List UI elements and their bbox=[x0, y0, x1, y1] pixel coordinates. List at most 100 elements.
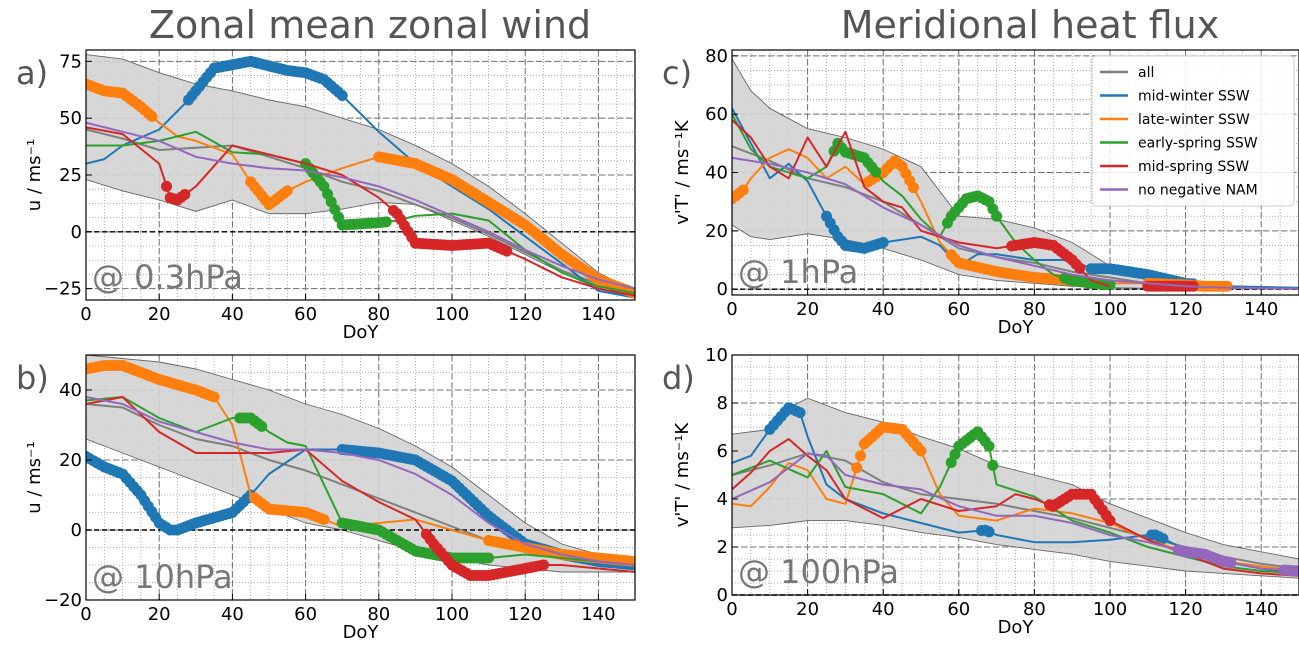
pressure-level-annotation: @ 100hPa bbox=[738, 553, 899, 591]
x-tick-label: 20 bbox=[148, 604, 171, 625]
pressure-level-annotation: @ 1hPa bbox=[738, 253, 858, 291]
y-axis-label: u / ms⁻¹ bbox=[24, 139, 45, 212]
series-marker-mid-spring-ssw bbox=[1104, 515, 1116, 527]
x-tick-label: 120 bbox=[508, 304, 542, 325]
x-tick-label: 80 bbox=[367, 604, 390, 625]
series-marker-mid-spring-ssw bbox=[1074, 262, 1086, 274]
left-column-title: Zonal mean zonal wind bbox=[149, 3, 591, 47]
y-tick-label: 20 bbox=[59, 450, 82, 471]
x-tick-label: 140 bbox=[581, 604, 615, 625]
panel-letter: d) bbox=[662, 359, 695, 397]
x-tick-label: 120 bbox=[508, 604, 542, 625]
x-tick-label: 20 bbox=[148, 304, 171, 325]
y-tick-label: 8 bbox=[717, 393, 728, 414]
x-tick-label: 20 bbox=[796, 299, 819, 320]
legend-label-all: all bbox=[1138, 65, 1154, 81]
x-tick-label: 120 bbox=[1168, 599, 1202, 620]
x-tick-label: 140 bbox=[1244, 299, 1278, 320]
x-tick-label: 140 bbox=[1244, 599, 1278, 620]
series-marker-early-spring-ssw bbox=[870, 166, 882, 178]
pressure-level-annotation: @ 10hPa bbox=[92, 558, 233, 596]
x-tick-label: 120 bbox=[1168, 299, 1202, 320]
panel-d-heat-flux-100hPa: 0 20 40 60 80 100 120 140 0 2 4 6 8 10 DoY v'T' / ms⁻¹K… bbox=[662, 345, 1299, 638]
x-axis-label: DoY bbox=[998, 317, 1035, 338]
y-tick-label: 0 bbox=[71, 222, 82, 243]
legend-label-late-winter-ssw: late-winter SSW bbox=[1138, 112, 1250, 128]
series-marker-late-winter-ssw bbox=[208, 391, 220, 403]
y-tick-label: 75 bbox=[59, 51, 82, 72]
x-tick-label: 60 bbox=[294, 304, 317, 325]
legend-label-no-negative-nam: no negative NAM bbox=[1138, 183, 1258, 199]
y-tick-label: −20 bbox=[44, 590, 82, 611]
series-marker-mid-spring-ssw bbox=[538, 559, 549, 571]
series-marker-early-spring-ssw bbox=[1104, 279, 1116, 291]
x-tick-label: 40 bbox=[872, 599, 895, 620]
y-tick-label: 60 bbox=[705, 104, 728, 125]
y-tick-label: 20 bbox=[705, 221, 728, 242]
series-marker-mid-winter-ssw bbox=[983, 526, 995, 538]
panel-letter: c) bbox=[662, 54, 692, 92]
series-marker-early-spring-ssw bbox=[483, 552, 495, 564]
x-tick-label: 80 bbox=[1023, 599, 1046, 620]
x-tick-label: 80 bbox=[367, 304, 390, 325]
series-marker-mid-winter-ssw bbox=[1157, 533, 1169, 545]
series-line-no-negative-nam bbox=[86, 121, 635, 290]
series-marker-late-winter-ssw bbox=[737, 184, 749, 196]
y-tick-label: 2 bbox=[717, 537, 728, 558]
right-column-title: Meridional heat flux bbox=[841, 3, 1220, 47]
panel-letter: a) bbox=[16, 54, 48, 92]
x-tick-label: 20 bbox=[796, 599, 819, 620]
x-axis-label: DoY bbox=[343, 622, 380, 643]
series-marker-mid-spring-ssw bbox=[501, 245, 513, 257]
series-marker-early-spring-ssw bbox=[949, 448, 961, 460]
x-tick-label: 40 bbox=[872, 299, 895, 320]
series-marker-late-winter-ssw bbox=[915, 445, 927, 457]
envelope-band bbox=[732, 397, 1299, 579]
x-tick-label: 60 bbox=[947, 599, 970, 620]
series-marker-early-spring-ssw bbox=[256, 420, 268, 432]
series-marker-late-winter-ssw bbox=[281, 185, 293, 197]
series-marker-late-winter-ssw bbox=[907, 182, 919, 194]
axes-frame bbox=[731, 354, 1299, 596]
legend-frame bbox=[1091, 55, 1295, 207]
series-line-late-winter-ssw bbox=[732, 426, 1299, 572]
y-axis-label: u / ms⁻¹ bbox=[24, 441, 45, 514]
series-marker-late-winter-ssw bbox=[851, 462, 863, 474]
legend-label-early-spring-ssw: early-spring SSW bbox=[1138, 136, 1258, 152]
series-marker-early-spring-ssw bbox=[380, 216, 392, 228]
series-marker-mid-spring-ssw bbox=[161, 180, 173, 192]
series-marker-mid-winter-ssw bbox=[877, 237, 889, 248]
x-axis-label: DoY bbox=[343, 322, 380, 343]
legend-label-mid-winter-ssw: mid-winter SSW bbox=[1138, 89, 1250, 105]
series-marker-late-winter-ssw bbox=[146, 110, 158, 122]
x-tick-label: 140 bbox=[581, 304, 615, 325]
series-marker-late-winter-ssw bbox=[1221, 280, 1233, 292]
x-tick-label: 0 bbox=[726, 599, 737, 620]
y-tick-label: 25 bbox=[59, 165, 82, 186]
legend: all mid-winter SSW late-winter SSW early-sp… bbox=[1091, 55, 1295, 207]
series-marker-early-spring-ssw bbox=[987, 459, 999, 471]
series-marker-late-winter-ssw bbox=[318, 514, 330, 525]
x-axis-label: DoY bbox=[998, 617, 1035, 638]
x-tick-label: 100 bbox=[1093, 599, 1127, 620]
series-line-no-negative-nam bbox=[732, 156, 1299, 290]
x-tick-label: 60 bbox=[947, 299, 970, 320]
y-tick-label: 80 bbox=[705, 46, 728, 67]
y-axis-label: v'T' / ms⁻¹K bbox=[672, 119, 693, 225]
x-tick-label: 40 bbox=[221, 604, 244, 625]
series-line-no-negative-nam bbox=[86, 396, 635, 566]
x-tick-label: 0 bbox=[726, 299, 737, 320]
y-tick-label: 10 bbox=[705, 345, 728, 366]
series-marker-mid-spring-ssw bbox=[179, 189, 191, 201]
series-marker-no-negative-nam bbox=[1293, 565, 1299, 577]
pressure-level-annotation: @ 0.3hPa bbox=[92, 258, 243, 296]
x-tick-label: 60 bbox=[294, 604, 317, 625]
y-tick-label: 0 bbox=[717, 279, 728, 300]
series-marker-mid-winter-ssw bbox=[336, 89, 348, 101]
panel-letter: b) bbox=[16, 359, 49, 397]
legend-label-mid-spring-ssw: mid-spring SSW bbox=[1138, 159, 1249, 175]
x-tick-label: 80 bbox=[1023, 299, 1046, 320]
axes-frame bbox=[85, 354, 636, 601]
